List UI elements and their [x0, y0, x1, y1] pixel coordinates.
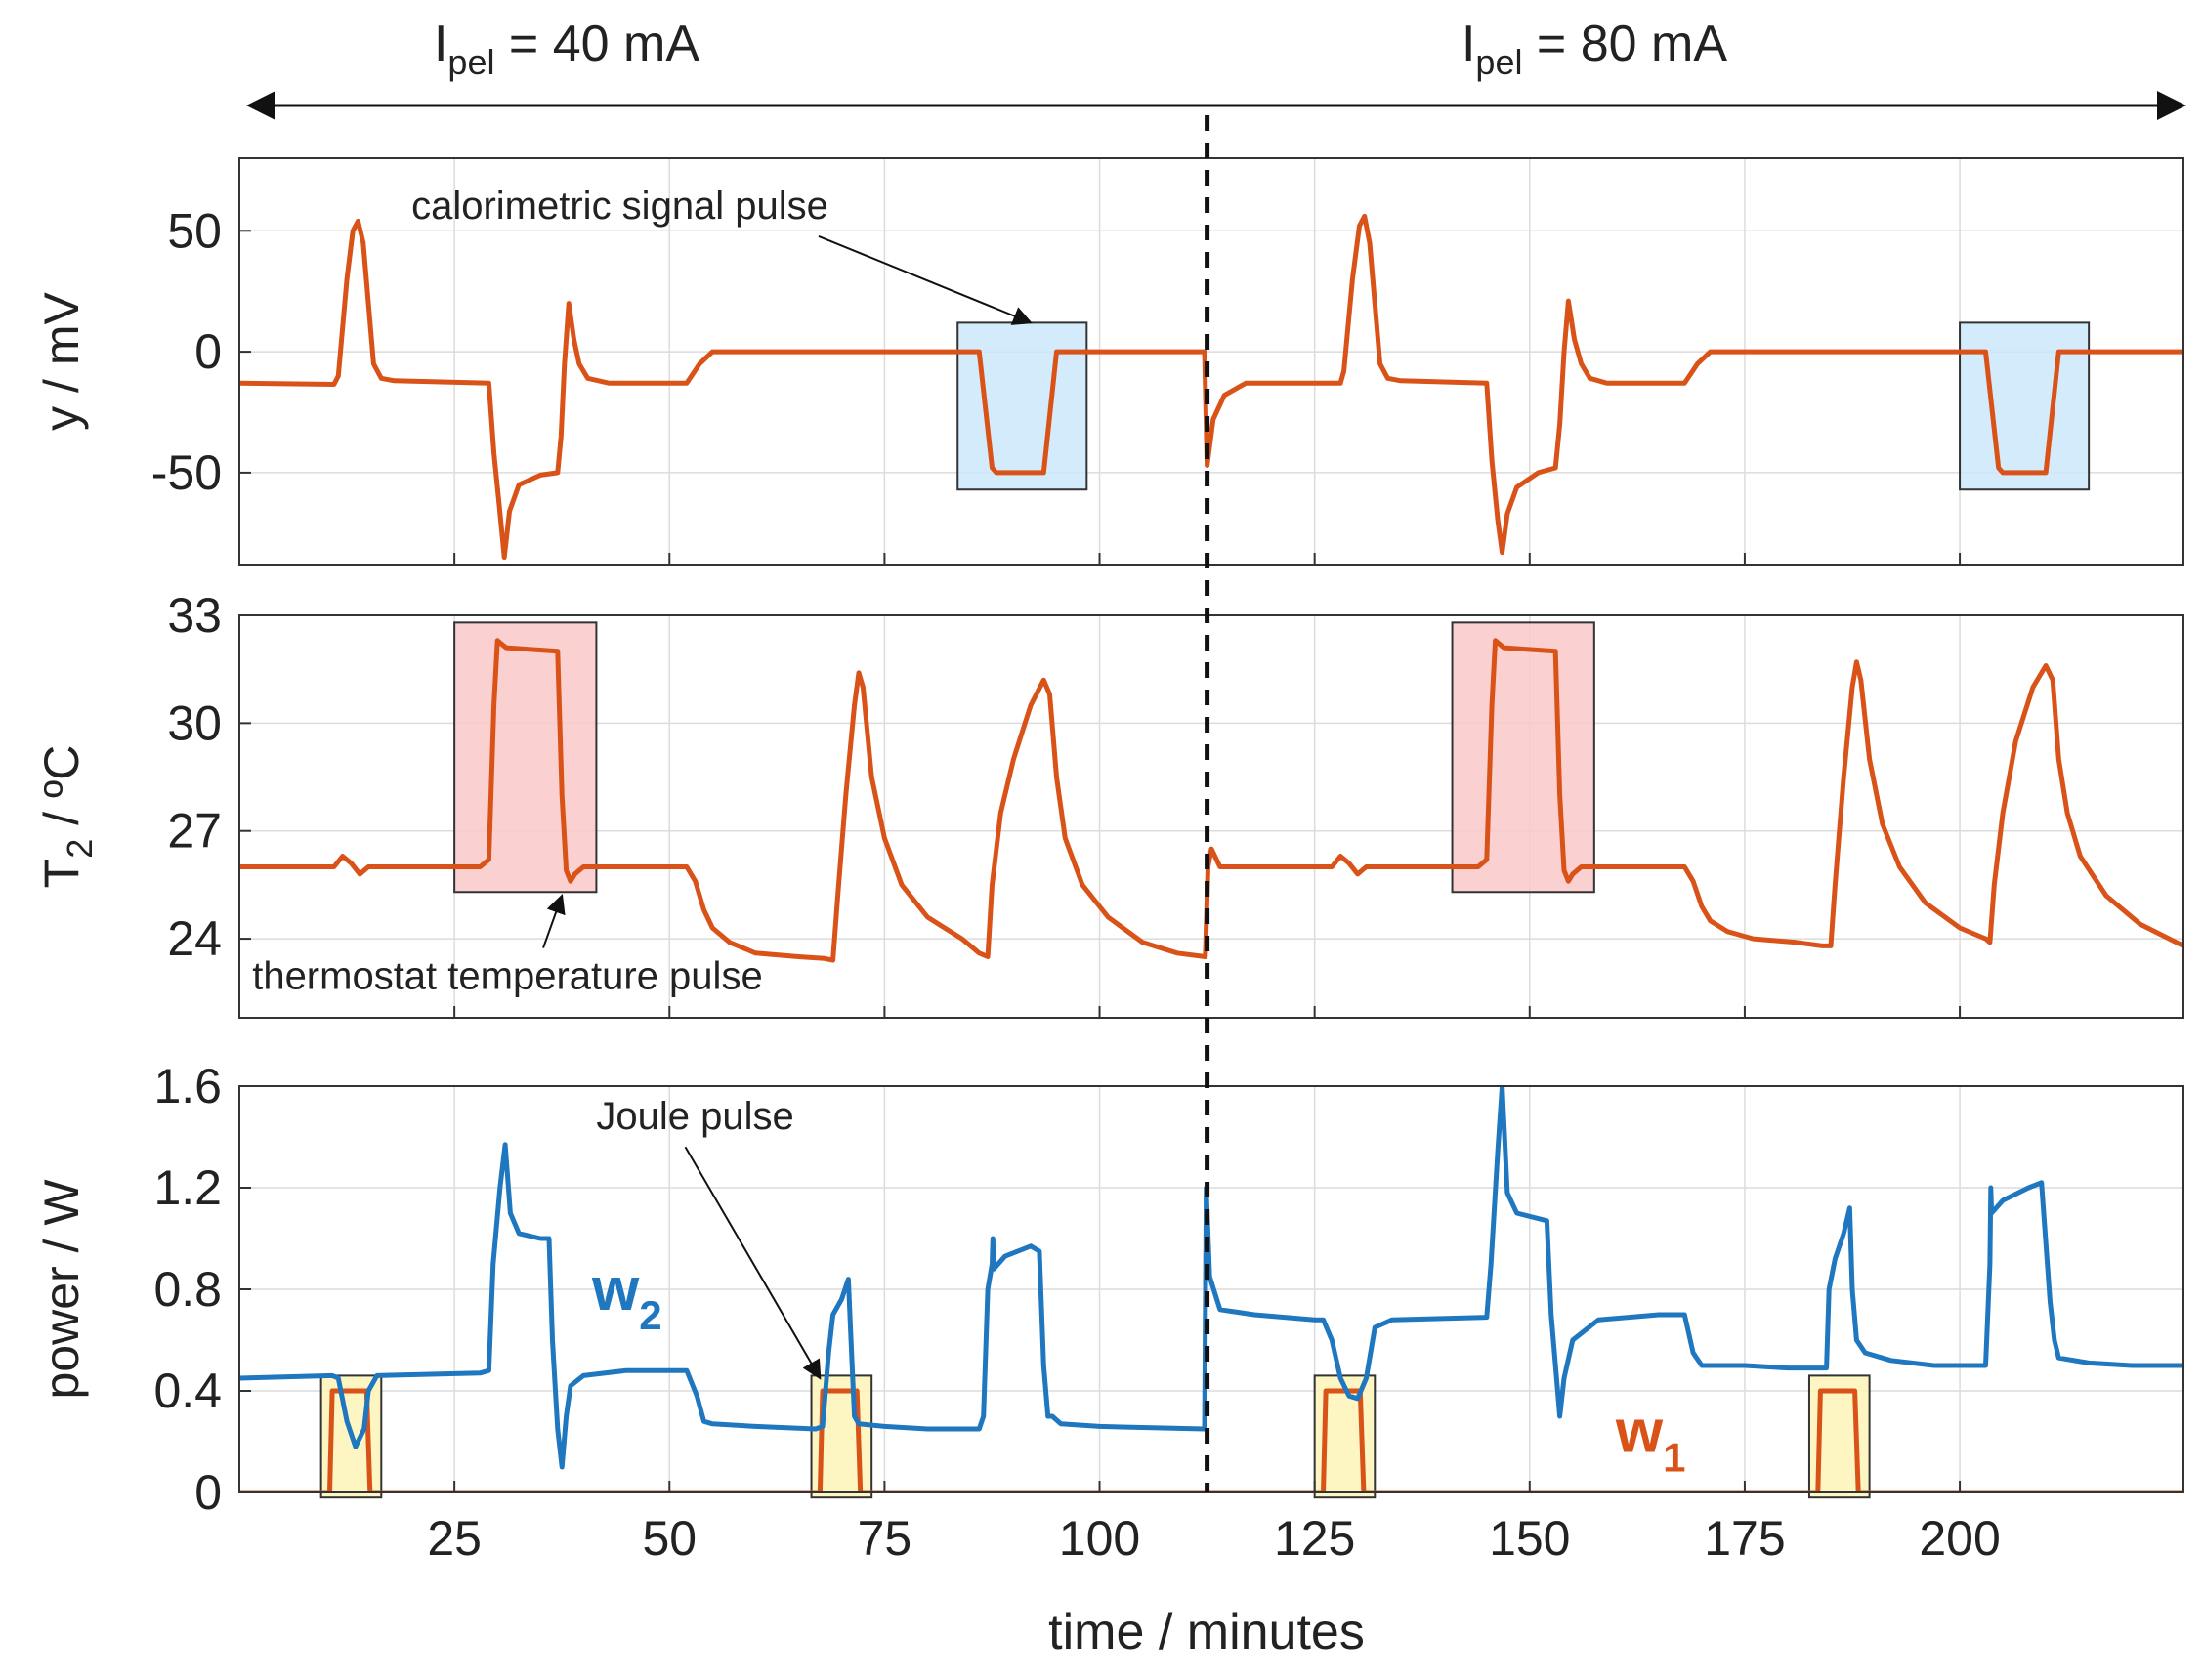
- y-tick-label: 27: [167, 804, 222, 859]
- highlight-box: [1451, 621, 1595, 894]
- highlight-box: [1959, 321, 2091, 491]
- y-tick-label: -50: [151, 445, 222, 500]
- series-line-w2: [239, 1086, 2183, 1470]
- x-tick-label: 75: [858, 1511, 912, 1566]
- x-tick-label: 175: [1704, 1511, 1785, 1566]
- temperature-axes-frame: [238, 614, 2184, 1019]
- panel-signal: 50 0 -50 y / mV calorimetric signal pulse: [34, 157, 2184, 566]
- power-series: [239, 1086, 2183, 1492]
- power-y-axis-label: power / W: [34, 1179, 89, 1400]
- x-tick-label: 150: [1489, 1511, 1570, 1566]
- y-tick-label: 0: [194, 1465, 222, 1520]
- panel-temperature: 33 30 27 24 T2 / ºC thermostat temperature pu…: [34, 588, 2184, 1019]
- y-tick-label: 0.8: [153, 1262, 222, 1317]
- signal-y-axis-label: y / mV: [34, 292, 89, 431]
- y-tick-label: 0: [194, 324, 222, 379]
- signal-annotation-arrow: [818, 234, 1033, 325]
- highlight-box: [453, 621, 598, 894]
- power-annotation-arrow: [684, 1146, 822, 1380]
- header-left-label: Ipel = 40 mA: [434, 16, 699, 82]
- x-tick-label: 50: [642, 1511, 697, 1566]
- highlight-box: [956, 321, 1088, 491]
- y-tick-label: 1.6: [153, 1059, 222, 1113]
- signal-axes-frame: [238, 157, 2184, 566]
- x-tick-label: 25: [427, 1511, 482, 1566]
- x-tick-label: 200: [1919, 1511, 2000, 1566]
- current-header: Ipel = 40 mA Ipel = 80 mA: [246, 16, 2186, 120]
- y-tick-label: 24: [167, 911, 222, 966]
- y-tick-label: 1.2: [153, 1160, 222, 1215]
- x-axis: 25 50 75 100 125 150 175 200: [427, 1511, 2000, 1566]
- temperature-y-axis-label: T2 / ºC: [34, 745, 100, 889]
- x-tick-label: 125: [1274, 1511, 1355, 1566]
- signal-annotation-text: calorimetric signal pulse: [411, 185, 828, 228]
- panel-power: 1.6 1.2 0.8 0.4 0 power / W Joule pulse w2 w1: [34, 1059, 2184, 1520]
- y-tick-label: 50: [167, 203, 222, 258]
- x-axis-label: time / minutes: [1048, 1604, 1365, 1660]
- temperature-annotation-text: thermostat temperature pulse: [252, 955, 762, 998]
- series-label-w2: w2: [591, 1256, 662, 1338]
- series-line-w1: [239, 1388, 2183, 1492]
- y-tick-label: 30: [167, 695, 222, 750]
- series-line-signal-0: [239, 213, 2183, 561]
- y-tick-label: 33: [167, 588, 222, 643]
- temperature-annotation-arrow: [542, 894, 566, 948]
- signal-series: [239, 213, 2183, 561]
- header-right-label: Ipel = 80 mA: [1462, 16, 1727, 82]
- x-tick-label: 100: [1059, 1511, 1140, 1566]
- power-annotation-text: Joule pulse: [596, 1095, 793, 1138]
- y-tick-label: 0.4: [153, 1364, 222, 1418]
- series-label-w1: w1: [1615, 1398, 1686, 1480]
